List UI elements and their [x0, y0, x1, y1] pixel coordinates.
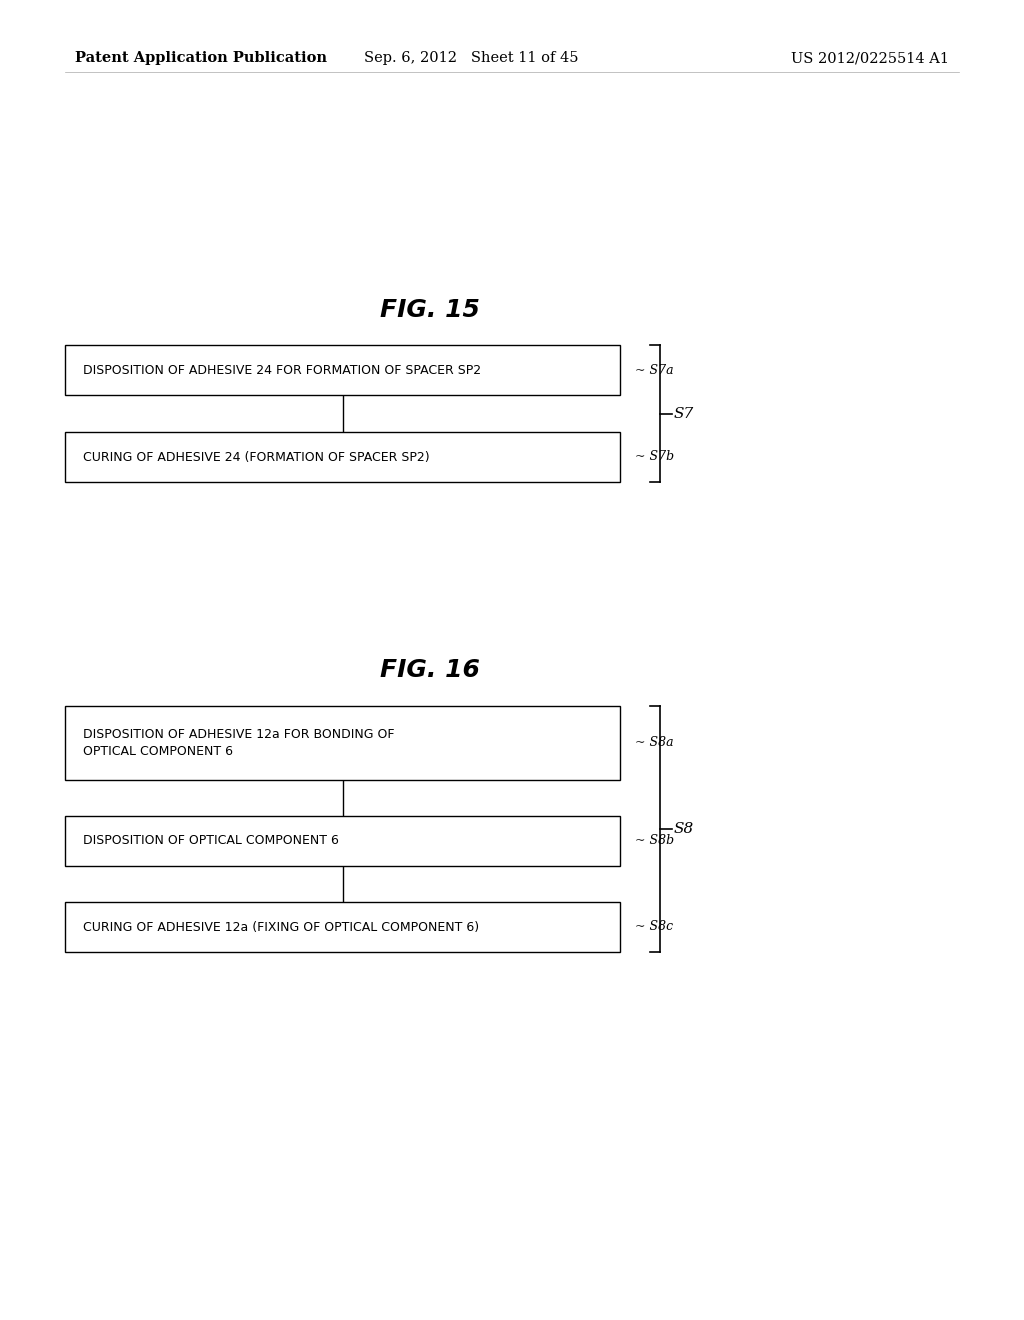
Text: S8: S8 [674, 822, 694, 836]
Text: Patent Application Publication: Patent Application Publication [75, 51, 327, 65]
Text: DISPOSITION OF OPTICAL COMPONENT 6: DISPOSITION OF OPTICAL COMPONENT 6 [83, 834, 339, 847]
Text: DISPOSITION OF ADHESIVE 12a FOR BONDING OF
OPTICAL COMPONENT 6: DISPOSITION OF ADHESIVE 12a FOR BONDING … [83, 729, 394, 758]
Bar [65, 706, 620, 780]
Text: Sep. 6, 2012   Sheet 11 of 45: Sep. 6, 2012 Sheet 11 of 45 [364, 51, 579, 65]
Bar [65, 432, 620, 482]
Text: FIG. 15: FIG. 15 [380, 298, 480, 322]
Text: CURING OF ADHESIVE 12a (FIXING OF OPTICAL COMPONENT 6): CURING OF ADHESIVE 12a (FIXING OF OPTICA… [83, 920, 479, 933]
Bar [65, 816, 620, 866]
Text: DISPOSITION OF ADHESIVE 24 FOR FORMATION OF SPACER SP2: DISPOSITION OF ADHESIVE 24 FOR FORMATION… [83, 363, 481, 376]
Bar [65, 345, 620, 395]
Text: ~ S8b: ~ S8b [635, 834, 674, 847]
Text: FIG. 16: FIG. 16 [380, 657, 480, 682]
Text: ~ S8a: ~ S8a [635, 737, 674, 750]
Text: S7: S7 [674, 407, 694, 421]
Text: CURING OF ADHESIVE 24 (FORMATION OF SPACER SP2): CURING OF ADHESIVE 24 (FORMATION OF SPAC… [83, 450, 430, 463]
Text: ~ S8c: ~ S8c [635, 920, 673, 933]
Text: ~ S7b: ~ S7b [635, 450, 674, 463]
Bar [65, 902, 620, 952]
Text: ~ S7a: ~ S7a [635, 363, 674, 376]
Text: US 2012/0225514 A1: US 2012/0225514 A1 [791, 51, 949, 65]
